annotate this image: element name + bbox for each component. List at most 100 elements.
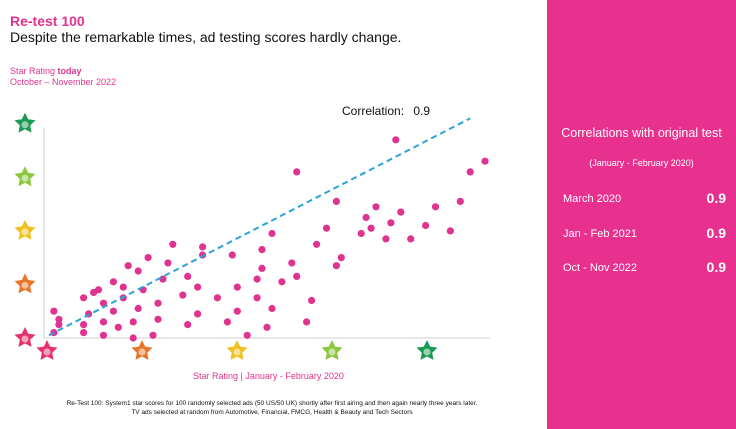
data-point	[233, 307, 241, 315]
data-point	[55, 321, 63, 329]
data-point	[80, 294, 88, 302]
correlation-row: March 2020 0.9	[563, 190, 726, 208]
data-point	[223, 318, 231, 326]
y-star-5-icon	[14, 112, 36, 133]
data-point	[109, 278, 117, 286]
data-point	[367, 224, 375, 232]
correlation-row-label: March 2020	[563, 193, 622, 205]
data-point	[288, 259, 296, 267]
correlation-panel-heading: Correlations with original test	[561, 126, 722, 140]
data-point	[144, 254, 152, 262]
data-point	[169, 240, 177, 248]
data-point	[481, 157, 489, 165]
data-point	[99, 331, 108, 339]
chart-axes	[43, 128, 490, 339]
data-point	[382, 235, 390, 243]
data-point	[313, 240, 321, 248]
data-point	[129, 318, 137, 326]
data-point	[228, 251, 236, 259]
data-point	[308, 296, 316, 305]
data-point	[134, 304, 142, 313]
y-axis-title: Star Rating today	[10, 66, 82, 76]
data-point	[99, 299, 108, 307]
y-axis-title-prefix: Star Rating	[10, 66, 58, 76]
data-point	[184, 272, 192, 280]
data-point	[233, 283, 241, 291]
data-point	[119, 283, 127, 291]
data-point	[253, 294, 261, 302]
data-point	[258, 246, 266, 254]
data-point	[332, 262, 340, 270]
correlation-row: Jan - Feb 2021 0.9	[563, 225, 726, 243]
data-point	[337, 254, 345, 262]
correlation-value: 0.9	[413, 104, 430, 118]
data-point	[372, 203, 380, 211]
x-star-4-icon	[321, 340, 343, 360]
data-point	[446, 227, 454, 235]
data-point	[293, 168, 301, 176]
correlation-row-value: 0.9	[706, 225, 726, 241]
data-point	[149, 331, 157, 339]
data-point	[134, 267, 142, 275]
data-point	[278, 278, 286, 286]
data-point	[55, 315, 63, 323]
data-point	[129, 334, 137, 342]
data-point	[154, 299, 162, 307]
data-point	[179, 291, 187, 299]
data-point	[387, 219, 395, 227]
data-point	[194, 283, 202, 291]
chart-title: Re-test 100	[10, 13, 85, 29]
data-point	[357, 229, 365, 238]
data-point	[94, 286, 103, 294]
x-axis-title: Star Rating | January - February 2020	[193, 371, 344, 381]
y-star-1-icon	[14, 327, 36, 347]
data-point	[80, 329, 88, 337]
y-axis-title-bold: today	[57, 66, 82, 76]
correlation-panel-period: (January - February 2020)	[589, 158, 694, 168]
correlation-row-value: 0.9	[706, 190, 726, 206]
x-axis-star-markers	[36, 340, 438, 360]
chart-subtitle: Despite the remarkable times, ad testing…	[10, 29, 402, 45]
data-points	[50, 136, 489, 342]
data-point	[397, 208, 405, 216]
correlation-row-value: 0.9	[706, 259, 726, 275]
data-point	[407, 235, 415, 243]
correlation-row: Oct - Nov 2022 0.9	[563, 259, 726, 277]
y-star-4-icon	[14, 166, 36, 187]
correlation-row-label: Jan - Feb 2021	[563, 228, 637, 240]
data-point	[268, 304, 276, 313]
footnote-line-2: TV ads selected at random from Automotiv…	[131, 409, 413, 416]
data-point	[303, 318, 311, 326]
footnote-line-1: Re-Test 100: System1 star scores for 100…	[66, 400, 478, 407]
correlation-panel: Correlations with original test (January…	[547, 0, 736, 429]
data-point	[466, 168, 474, 176]
data-point	[243, 331, 251, 339]
data-point	[392, 136, 400, 144]
correlation-label: Correlation:	[342, 104, 407, 118]
data-point	[263, 323, 271, 331]
scatter-chart: Correlation: 0.9	[14, 104, 490, 360]
correlation-row-label: Oct - Nov 2022	[563, 262, 637, 274]
data-point	[322, 224, 331, 232]
data-point	[159, 275, 167, 283]
y-axis-star-markers	[14, 112, 36, 347]
data-point	[199, 243, 207, 251]
data-point	[362, 213, 370, 222]
data-point	[164, 259, 172, 267]
correlation-annotation: Correlation: 0.9	[342, 104, 430, 118]
y-star-3-icon	[14, 219, 36, 240]
data-point	[114, 323, 122, 331]
data-point	[50, 307, 58, 315]
x-star-5-icon	[416, 340, 438, 360]
x-star-3-icon	[226, 340, 248, 360]
data-point	[456, 197, 464, 205]
data-point	[124, 262, 132, 270]
data-point	[194, 310, 202, 318]
data-point	[431, 203, 440, 211]
data-point	[422, 221, 430, 230]
x-star-2-icon	[131, 340, 153, 360]
data-point	[213, 294, 221, 302]
data-point	[258, 264, 266, 272]
data-point	[80, 321, 88, 329]
x-star-1-icon	[36, 340, 58, 360]
